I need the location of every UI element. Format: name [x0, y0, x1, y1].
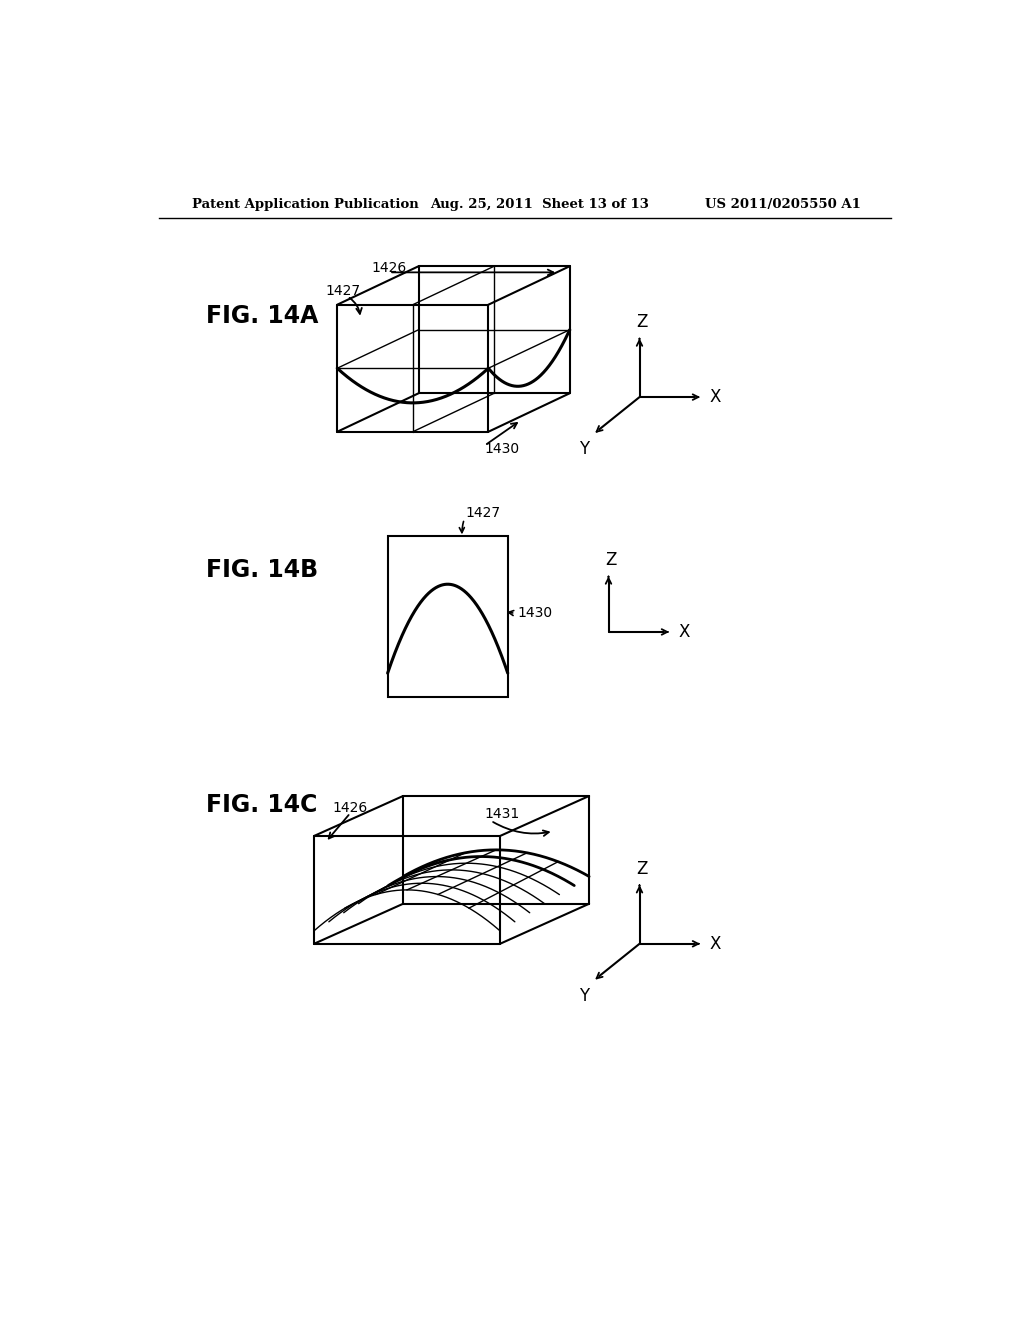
Text: Y: Y	[579, 987, 589, 1005]
Text: X: X	[710, 935, 721, 953]
Text: FIG. 14A: FIG. 14A	[206, 304, 317, 329]
Text: 1430: 1430	[517, 606, 552, 620]
Text: 1431: 1431	[484, 808, 520, 821]
Text: FIG. 14C: FIG. 14C	[206, 793, 316, 817]
Text: X: X	[678, 623, 689, 642]
Text: 1426: 1426	[333, 800, 368, 814]
Text: Aug. 25, 2011  Sheet 13 of 13: Aug. 25, 2011 Sheet 13 of 13	[430, 198, 649, 211]
Text: 1430: 1430	[484, 442, 519, 457]
Text: X: X	[710, 388, 721, 407]
Text: Z: Z	[605, 550, 616, 569]
Text: Z: Z	[636, 313, 647, 331]
Text: US 2011/0205550 A1: US 2011/0205550 A1	[706, 198, 861, 211]
Text: FIG. 14B: FIG. 14B	[206, 558, 317, 582]
Text: Y: Y	[579, 441, 589, 458]
Text: 1427: 1427	[326, 284, 361, 298]
Text: Z: Z	[636, 859, 647, 878]
Bar	[388, 536, 508, 697]
Text: 1426: 1426	[372, 261, 407, 275]
Text: 1427: 1427	[466, 506, 501, 520]
Text: Patent Application Publication: Patent Application Publication	[193, 198, 419, 211]
